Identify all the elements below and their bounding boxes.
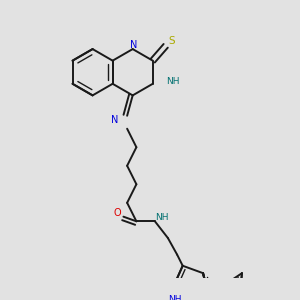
Text: NH: NH — [156, 213, 169, 222]
Text: S: S — [168, 36, 175, 46]
Text: O: O — [113, 208, 121, 218]
Text: NH: NH — [166, 77, 179, 86]
Text: N: N — [130, 40, 137, 50]
Text: NH: NH — [169, 295, 182, 300]
Text: N: N — [111, 116, 119, 125]
